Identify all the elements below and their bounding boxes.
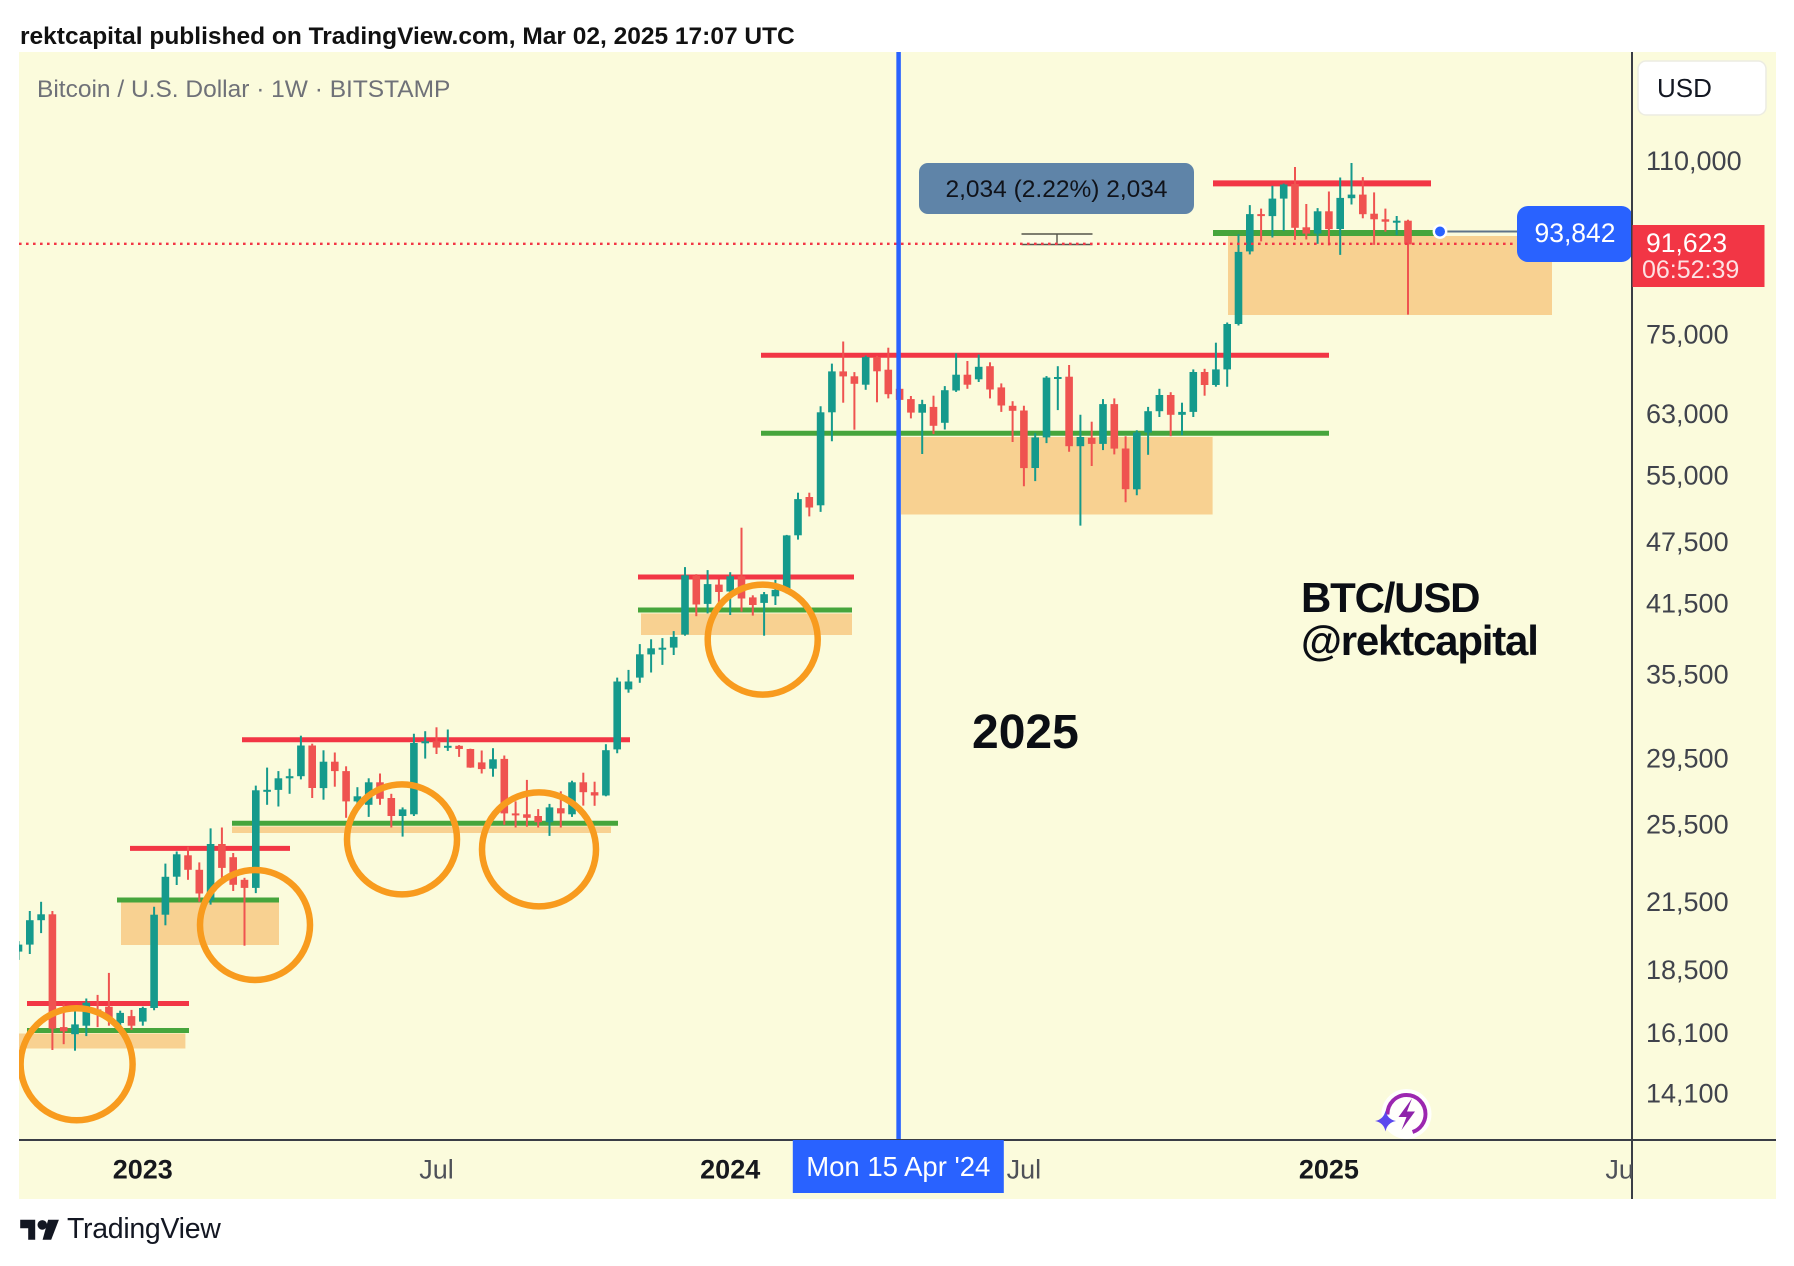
- svg-text:41,500: 41,500: [1646, 588, 1729, 618]
- svg-text:BTC/USD: BTC/USD: [1301, 574, 1479, 621]
- svg-text:25,500: 25,500: [1646, 810, 1729, 840]
- svg-text:rektcapital published on Tradi: rektcapital published on TradingView.com…: [20, 23, 795, 50]
- svg-text:2024: 2024: [700, 1155, 760, 1185]
- svg-text:14,100: 14,100: [1646, 1079, 1729, 1109]
- svg-text:2025: 2025: [972, 706, 1079, 759]
- svg-text:Mon 15 Apr '24: Mon 15 Apr '24: [806, 1151, 990, 1182]
- svg-text:2023: 2023: [113, 1155, 173, 1185]
- svg-text:91,623: 91,623: [1646, 228, 1727, 258]
- svg-text:75,000: 75,000: [1646, 320, 1729, 350]
- svg-text:USD: USD: [1657, 73, 1712, 103]
- svg-text:18,500: 18,500: [1646, 955, 1729, 985]
- svg-text:Jul: Jul: [1007, 1155, 1042, 1185]
- svg-text:06:52:39: 06:52:39: [1642, 256, 1739, 284]
- svg-text:55,000: 55,000: [1646, 461, 1729, 491]
- svg-text:29,500: 29,500: [1646, 743, 1729, 773]
- svg-text:35,500: 35,500: [1646, 659, 1729, 689]
- svg-text:2,034 (2.22%) 2,034: 2,034 (2.22%) 2,034: [945, 176, 1167, 203]
- svg-text:2025: 2025: [1299, 1155, 1359, 1185]
- svg-text:21,500: 21,500: [1646, 887, 1729, 917]
- svg-text:Bitcoin / U.S. Dollar · 1W · B: Bitcoin / U.S. Dollar · 1W · BITSTAMP: [37, 76, 450, 103]
- svg-text:@rektcapital: @rektcapital: [1301, 617, 1538, 664]
- svg-text:Jul: Jul: [419, 1155, 454, 1185]
- svg-text:TradingView: TradingView: [67, 1213, 221, 1245]
- svg-text:110,000: 110,000: [1646, 146, 1742, 176]
- svg-text:47,500: 47,500: [1646, 527, 1729, 557]
- svg-text:63,000: 63,000: [1646, 399, 1729, 429]
- svg-text:93,842: 93,842: [1534, 218, 1615, 248]
- svg-text:16,100: 16,100: [1646, 1018, 1729, 1048]
